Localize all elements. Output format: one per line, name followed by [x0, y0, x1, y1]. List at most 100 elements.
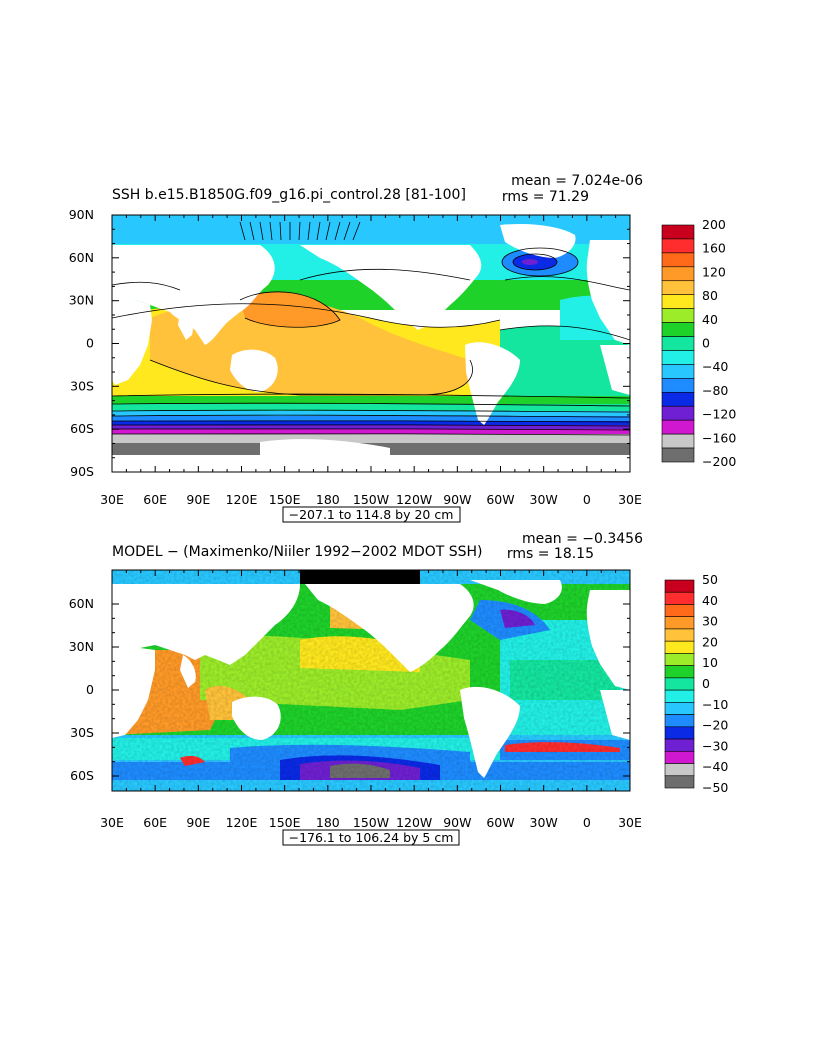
colorbar-label: 20: [702, 634, 718, 649]
colorbar-swatch: [664, 665, 695, 679]
y-tick-label: 60N: [69, 250, 94, 265]
colorbar-swatch: [664, 677, 695, 691]
colorbar-swatch: [664, 604, 695, 618]
ssh-colorbar: 200 160 120 80 40 0 −40 −80 −120 −160 −200: [661, 217, 736, 469]
colorbar-swatch: [661, 447, 695, 463]
colorbar-swatch: [664, 616, 695, 630]
ssh-panel: mean = 7.024e-06 SSH b.e15.B1850G.f09_g1…: [69, 173, 736, 523]
x-tick-label: 150E: [269, 815, 301, 830]
colorbar-label: −80: [702, 383, 728, 398]
x-tick-label: 150W: [353, 815, 389, 830]
x-tick-label: 30E: [100, 815, 124, 830]
x-tick-label: 120W: [396, 492, 432, 507]
colorbar-label: 10: [702, 655, 718, 670]
panel1-mean: mean = 7.024e-06: [511, 173, 643, 189]
colorbar-swatch: [664, 738, 695, 752]
colorbar-label: −160: [702, 430, 736, 445]
x-tick-label: 90W: [443, 492, 471, 507]
colorbar-label: −20: [702, 718, 728, 733]
ssh-x-axis: 30E 60E 90E 120E 150E 180 150W 120W 90W 60W 30W 0 30…: [100, 215, 642, 507]
x-tick-label: 30E: [100, 492, 124, 507]
colorbar-label: 40: [702, 593, 718, 608]
colorbar-swatch: [661, 308, 695, 323]
x-tick-label: 120E: [226, 492, 258, 507]
colorbar-label: 30: [702, 614, 718, 629]
x-tick-label: 180: [316, 815, 340, 830]
y-tick-label: 30S: [70, 725, 94, 740]
diff-y-axis: 60N 30N 0 30S 60S: [69, 596, 630, 783]
colorbar-label: −40: [702, 359, 728, 374]
x-tick-label: 60E: [143, 492, 167, 507]
diff-colorbar: 50 40 30 20 10 0 −10 −20 −30 −40 −50: [664, 572, 728, 795]
colorbar-label: 40: [702, 312, 718, 327]
x-tick-label: 180: [316, 492, 340, 507]
colorbar-swatch: [661, 322, 695, 337]
colorbar-swatch: [661, 266, 695, 282]
x-tick-label: 60W: [486, 492, 514, 507]
colorbar-label: 0: [702, 676, 710, 691]
x-tick-label: 90E: [186, 492, 210, 507]
colorbar-swatch: [661, 252, 695, 268]
colorbar-swatch: [664, 763, 695, 777]
x-tick-label: 120E: [226, 815, 258, 830]
colorbar-label: −10: [702, 697, 728, 712]
colorbar-swatch: [661, 419, 695, 435]
colorbar-swatch: [661, 391, 695, 407]
y-tick-label: 30N: [69, 293, 94, 308]
x-tick-label: 150E: [269, 492, 301, 507]
colorbar-label: 160: [702, 241, 726, 256]
panel2-range-box: [282, 829, 460, 846]
x-tick-label: 90E: [186, 815, 210, 830]
panel2-title: MODEL − (Maximenko/Niiler 1992−2002 MDOT…: [112, 544, 483, 560]
y-tick-label: 60N: [69, 596, 94, 611]
ssh-y-axis: 90N 60N 30N 0 30S 60S 90S: [69, 207, 630, 479]
colorbar-label: −30: [702, 738, 728, 753]
x-tick-label: 30W: [530, 815, 558, 830]
y-tick-label: 60S: [70, 421, 94, 436]
colorbar-swatch: [661, 238, 695, 254]
diff-map: [112, 570, 630, 791]
y-tick-label: 90N: [69, 207, 94, 222]
colorbar-swatch: [661, 350, 695, 365]
y-tick-label: 0: [86, 682, 94, 697]
colorbar-label: 50: [702, 572, 718, 587]
x-tick-label: 30E: [618, 492, 642, 507]
colorbar-swatch: [664, 640, 695, 654]
colorbar-label: −40: [702, 759, 728, 774]
colorbar-swatch: [664, 714, 695, 728]
y-tick-label: 0: [86, 336, 94, 351]
y-tick-label: 60S: [70, 768, 94, 783]
panel2-mean: mean = −0.3456: [522, 531, 643, 547]
x-tick-label: 120W: [396, 815, 432, 830]
x-tick-label: 60E: [143, 815, 167, 830]
colorbar-swatch: [664, 579, 695, 593]
x-tick-label: 0: [583, 815, 591, 830]
y-tick-label: 90S: [70, 464, 94, 479]
colorbar-label: 120: [702, 264, 726, 279]
panel1-title: SSH b.e15.B1850G.f09_g16.pi_control.28 […: [112, 187, 466, 203]
colorbar-swatch: [664, 775, 695, 789]
colorbar-swatch: [661, 405, 695, 421]
x-tick-label: 150W: [353, 492, 389, 507]
x-tick-label: 30E: [618, 815, 642, 830]
colorbar-label: 80: [702, 288, 718, 303]
diff-x-axis: 30E 60E 90E 120E 150E 180 150W 120W 90W 60W 30W 0 30…: [100, 570, 642, 830]
colorbar-swatch: [661, 294, 695, 309]
colorbar-label: 0: [702, 336, 710, 351]
panel2-rms: rms = 18.15: [507, 546, 594, 562]
colorbar-swatch: [661, 378, 695, 393]
x-tick-label: 30W: [530, 492, 558, 507]
colorbar-label: 200: [702, 217, 726, 232]
colorbar-swatch: [664, 591, 695, 605]
y-tick-label: 30N: [69, 639, 94, 654]
colorbar-swatch: [661, 336, 695, 351]
colorbar-swatch: [664, 653, 695, 666]
colorbar-label: −120: [702, 407, 736, 422]
y-tick-label: 30S: [70, 378, 94, 393]
colorbar-swatch: [661, 433, 695, 449]
colorbar-swatch: [664, 628, 695, 642]
panel1-range-box: [282, 506, 461, 523]
colorbar-label: −50: [702, 780, 728, 795]
panel1-range: −207.1 to 114.8 by 20 cm: [289, 507, 454, 522]
